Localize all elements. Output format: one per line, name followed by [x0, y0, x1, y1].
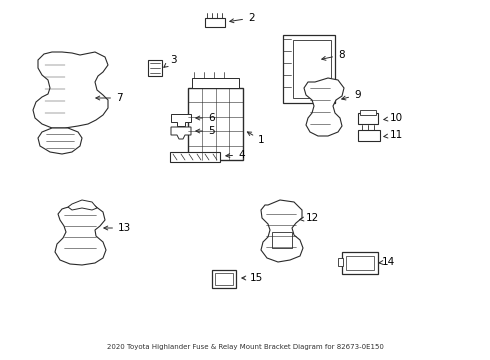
- Text: 8: 8: [322, 50, 344, 60]
- Bar: [342, 252, 378, 274]
- Bar: [293, 40, 331, 98]
- Bar: [272, 232, 292, 248]
- Bar: [188, 88, 243, 160]
- Text: 2: 2: [230, 13, 255, 23]
- Text: 4: 4: [226, 150, 245, 160]
- Polygon shape: [68, 200, 97, 210]
- Polygon shape: [261, 200, 303, 262]
- Polygon shape: [171, 127, 191, 139]
- Polygon shape: [55, 204, 106, 265]
- Text: 7: 7: [96, 93, 122, 103]
- Text: 10: 10: [384, 113, 403, 123]
- Bar: [205, 18, 225, 27]
- Text: 14: 14: [379, 257, 395, 267]
- Bar: [358, 130, 380, 141]
- Bar: [338, 258, 343, 266]
- Bar: [283, 35, 335, 103]
- Text: 15: 15: [242, 273, 263, 283]
- Text: 13: 13: [104, 223, 131, 233]
- Text: 5: 5: [196, 126, 215, 136]
- Text: 9: 9: [342, 90, 361, 100]
- Text: 11: 11: [384, 130, 403, 140]
- Text: 12: 12: [300, 213, 319, 223]
- Bar: [358, 113, 378, 124]
- Bar: [360, 110, 376, 115]
- Text: 2020 Toyota Highlander Fuse & Relay Mount Bracket Diagram for 82673-0E150: 2020 Toyota Highlander Fuse & Relay Moun…: [106, 344, 384, 350]
- Bar: [215, 273, 233, 285]
- Bar: [346, 256, 374, 270]
- Polygon shape: [38, 128, 82, 154]
- Text: 1: 1: [247, 132, 265, 145]
- Polygon shape: [33, 52, 108, 128]
- Bar: [212, 270, 236, 288]
- Text: 3: 3: [164, 55, 176, 67]
- Polygon shape: [304, 78, 344, 136]
- Polygon shape: [171, 114, 191, 126]
- Bar: [192, 78, 239, 88]
- Text: 6: 6: [196, 113, 215, 123]
- Bar: [148, 60, 162, 76]
- Bar: [170, 152, 220, 162]
